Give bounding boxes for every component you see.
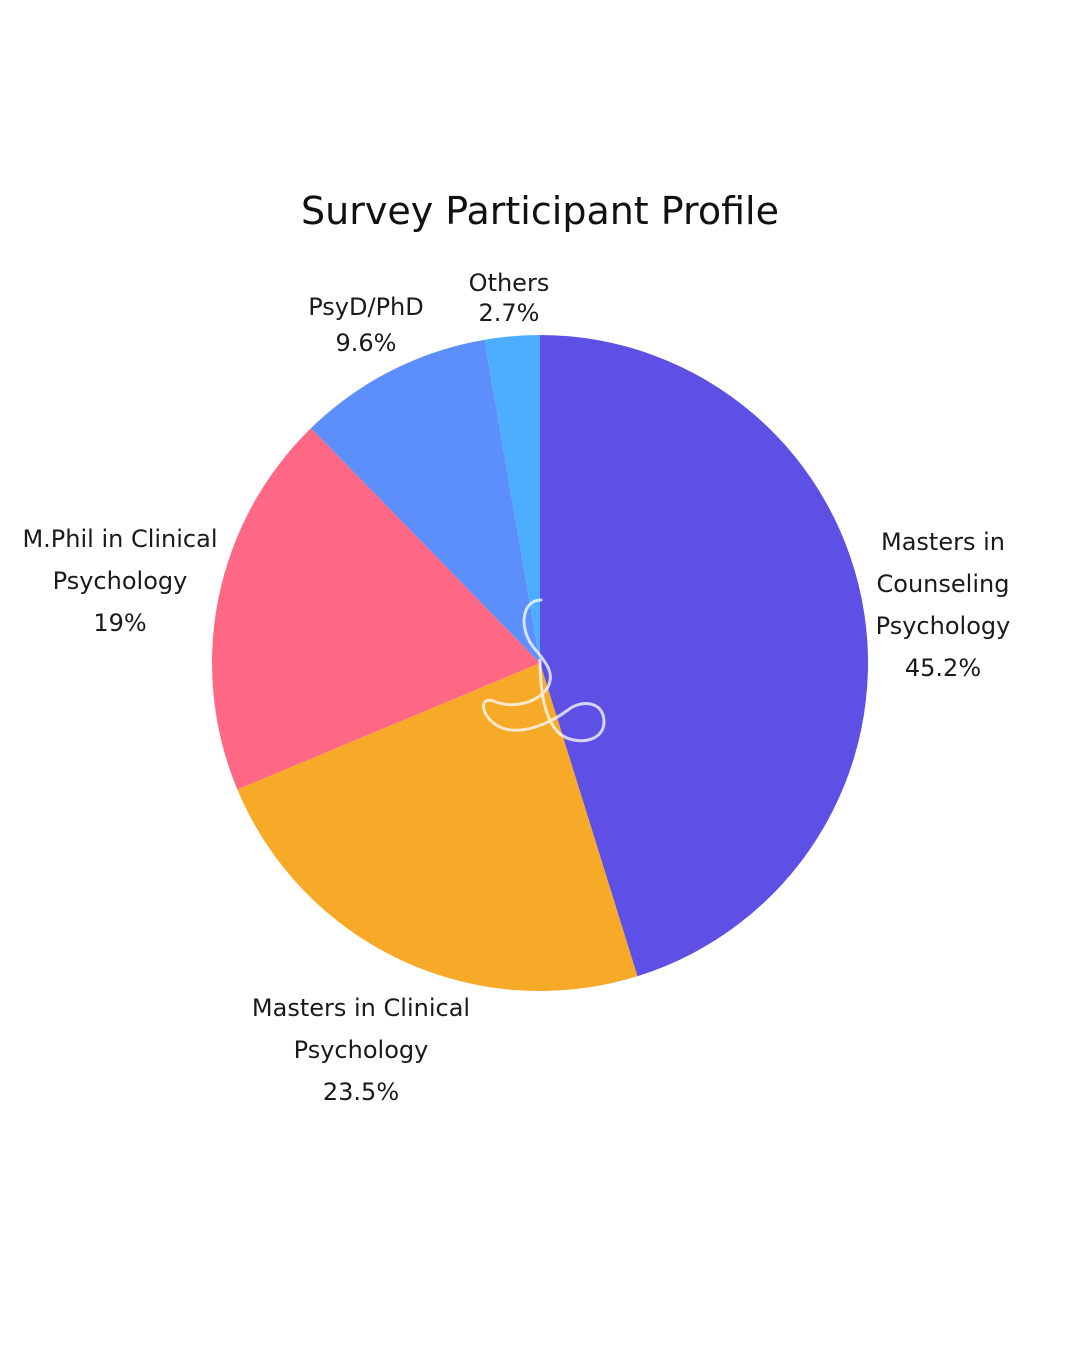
slice-name-label: Counseling (877, 570, 1010, 598)
slice-name-label: M.Phil in Clinical (22, 525, 217, 553)
pie-slice (211, 428, 540, 790)
pie-slice (311, 339, 540, 663)
slice-value-label: 2.7% (479, 299, 540, 327)
slice-value-label: 45.2% (905, 654, 981, 682)
slice-name-label: Psychology (876, 612, 1011, 640)
pie-slice (237, 663, 638, 992)
slice-value-label: 19% (93, 609, 146, 637)
slice-name-label: Masters in Clinical (252, 994, 470, 1022)
slice-label: Masters in Clinical Psychology 23.5% (252, 994, 470, 1106)
slice-labels: Masters in Counseling Psychology 45.2%Maste… (22, 269, 1010, 1106)
slice-name-label: Psychology (53, 567, 188, 595)
slice-name-label: Others (469, 269, 550, 297)
slice-label: Masters in Counseling Psychology 45.2% (876, 528, 1011, 682)
slice-label: Others 2.7% (469, 269, 550, 327)
slice-name-label: Masters in (881, 528, 1005, 556)
pie-slice (540, 335, 869, 977)
watermark-logo (482, 598, 606, 743)
pie-slices (211, 335, 869, 992)
slice-value-label: 9.6% (336, 329, 397, 357)
slice-name-label: PsyD/PhD (308, 293, 424, 321)
slice-name-label: Psychology (294, 1036, 429, 1064)
slice-label: M.Phil in Clinical Psychology 19% (22, 525, 217, 637)
slice-value-label: 23.5% (323, 1078, 399, 1106)
slice-label: PsyD/PhD 9.6% (308, 293, 424, 357)
pie-slice (484, 335, 540, 663)
chart-title: Survey Participant Profile (301, 189, 779, 233)
